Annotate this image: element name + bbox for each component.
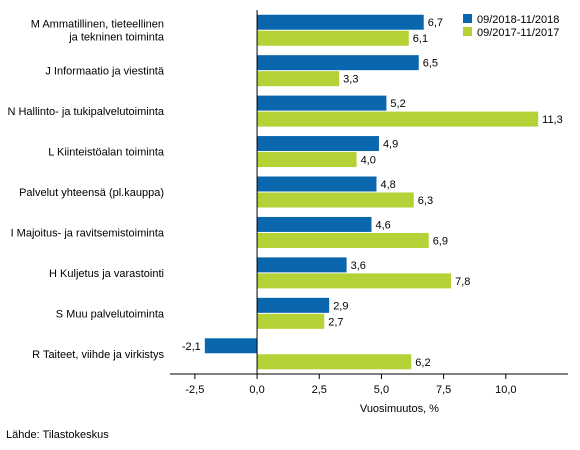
data-label: 4,9 [383,139,398,151]
bar [257,95,387,111]
x-tick-label: 2,5 [312,384,327,396]
data-label: 5,2 [390,98,405,110]
bar [257,192,414,208]
category-label: I Majoitus- ja ravitsemistoiminta [11,227,165,239]
bar [204,338,258,354]
data-label: 11,3 [542,114,563,126]
value-labels: 6,76,1 6,5 3,3 5,2 11,3 4,9 4,0 4,8 6,3 4,6 6,9 3,6… [182,17,563,369]
data-label: 3,6 [351,260,366,272]
data-label: 6,2 [415,357,430,369]
data-label: 6,9 [433,235,448,247]
bars [204,14,539,370]
data-label: 6,7 [428,17,443,29]
bar [257,313,325,329]
bar [257,273,452,289]
legend-swatch [463,27,472,36]
legend-label: 09/2017-11/2017 [477,27,559,39]
data-label: 2,7 [328,316,343,328]
data-label: 6,3 [418,195,433,207]
data-label: 2,9 [333,300,348,312]
data-label: 6,5 [423,58,438,70]
data-label: -2,1 [182,341,201,353]
bar [257,176,377,192]
bar [257,111,539,127]
category-labels: M Ammatillinen, tieteellinen ja tekninen … [7,19,164,361]
x-tick-label: 10,0 [495,384,516,396]
axes: -2,5 0,0 2,5 5,0 7,5 10,0 [170,10,568,396]
data-label: 7,8 [455,276,470,288]
bar [257,55,419,71]
bar [257,297,330,313]
category-label: J Informaatio ja viestintä [45,66,164,78]
data-label: 4,8 [380,179,395,191]
source-note: Lähde: Tilastokeskus [6,429,109,441]
category-label: N Hallinto- ja tukipalvelutoiminta [7,106,164,118]
data-label: 4,0 [361,155,376,167]
bar [257,354,412,370]
x-axis-title: Vuosimuutos, % [360,403,439,415]
category-label: L Kiinteistöalan toiminta [48,147,165,159]
bar [257,257,347,273]
x-tick-label: 0,0 [249,384,264,396]
x-tick-label: -2,5 [185,384,204,396]
bar [257,14,424,30]
bar [257,30,409,46]
category-label: M Ammatillinen, tieteellinen ja tekninen … [31,19,165,44]
category-label: H Kuljetus ja varastointi [49,268,164,280]
bar [257,71,340,87]
bar [257,136,379,152]
data-label: 6,1 [413,33,428,45]
category-label: Palvelut yhteensä (pl.kauppa) [19,187,164,199]
bar [257,232,429,248]
category-label: S Muu palvelutoiminta [56,308,165,320]
data-label: 3,3 [343,74,358,86]
legend-swatch [463,14,472,23]
x-tick-label: 7,5 [436,384,451,396]
bar [257,216,372,232]
legend-label: 09/2018-11/2018 [477,14,559,26]
x-tick-label: 5,0 [374,384,389,396]
bar [257,152,357,168]
data-label: 4,6 [375,219,390,231]
category-label: R Taiteet, viihde ja virkistys [32,349,164,361]
